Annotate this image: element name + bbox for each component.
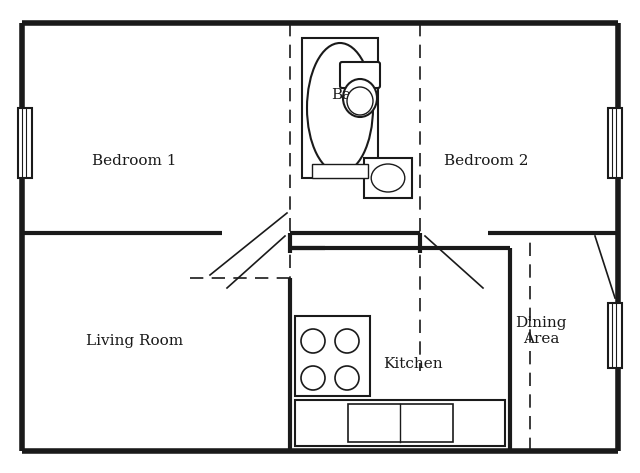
Text: Bedroom 1: Bedroom 1 [92,154,177,168]
Bar [364,158,412,198]
Bar [348,404,452,442]
Circle shape [301,366,325,390]
Circle shape [335,366,359,390]
Text: Bath: Bath [331,88,367,102]
Bar [295,400,505,446]
Bar [608,303,622,368]
Text: Dining
Area: Dining Area [515,316,566,346]
Ellipse shape [371,164,405,192]
Ellipse shape [307,43,373,173]
Bar [608,108,622,178]
Ellipse shape [343,79,377,117]
FancyBboxPatch shape [340,62,380,88]
Ellipse shape [347,87,373,115]
Text: Living Room: Living Room [86,333,183,348]
Bar [18,108,32,178]
Text: Kitchen: Kitchen [383,357,443,371]
Circle shape [301,329,325,353]
Circle shape [335,329,359,353]
Bar [312,164,368,178]
Text: Bedroom 2: Bedroom 2 [444,154,529,168]
Bar [302,38,378,178]
Bar [295,316,370,396]
